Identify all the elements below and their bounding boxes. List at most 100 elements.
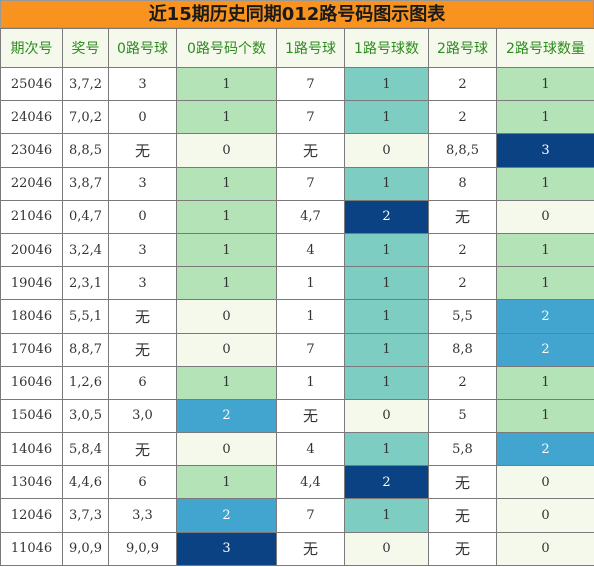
table-row: 21046 0,4,7 0 1 4,7 2 无 0 — [0, 199, 594, 234]
cell-road2-balls: 无 — [428, 531, 497, 566]
cell-road0-balls: 3 — [108, 232, 177, 268]
cell-period: 14046 — [0, 432, 63, 467]
cell-draw: 3,0,5 — [62, 398, 109, 434]
header-period: 期次号 — [0, 28, 63, 68]
cell-road0-count: 1 — [176, 66, 277, 102]
table-row: 17046 8,8,7 无 0 7 1 8,8 2 — [0, 332, 594, 367]
table-row: 22046 3,8,7 3 1 7 1 8 1 — [0, 166, 594, 201]
cell-period: 17046 — [0, 332, 63, 367]
cell-road1-count: 1 — [344, 332, 429, 367]
cell-road1-count: 1 — [344, 432, 429, 467]
header-road2-balls: 2路号球 — [428, 28, 497, 68]
cell-road0-count: 0 — [176, 299, 277, 334]
table-row: 11046 9,0,9 9,0,9 3 无 0 无 0 — [0, 531, 594, 566]
cell-road2-balls: 8,8,5 — [428, 133, 497, 168]
cell-road2-balls: 5 — [428, 398, 497, 434]
cell-road2-count: 1 — [496, 365, 594, 400]
cell-road0-balls: 6 — [108, 365, 177, 400]
cell-road0-count: 0 — [176, 432, 277, 467]
cell-road0-balls: 0 — [108, 199, 177, 234]
cell-road0-balls: 0 — [108, 100, 177, 135]
cell-road0-balls: 无 — [108, 133, 177, 168]
cell-road0-balls: 3,3 — [108, 498, 177, 533]
cell-period: 12046 — [0, 498, 63, 533]
header-row: 期次号 奖号 0路号球 0路号码个数 1路号球 1路号球数 2路号球 2路号球数… — [0, 28, 594, 68]
cell-draw: 3,8,7 — [62, 166, 109, 201]
cell-draw: 3,7,3 — [62, 498, 109, 533]
cell-road1-balls: 1 — [276, 365, 345, 400]
header-road0-balls: 0路号球 — [108, 28, 177, 68]
cell-road1-count: 1 — [344, 232, 429, 268]
header-road1-count: 1路号球数 — [344, 28, 429, 68]
cell-road1-balls: 4,4 — [276, 465, 345, 500]
cell-road0-balls: 无 — [108, 299, 177, 334]
cell-road0-balls: 3 — [108, 166, 177, 201]
cell-road2-count: 3 — [496, 133, 594, 168]
cell-road1-balls: 7 — [276, 332, 345, 367]
cell-road1-balls: 1 — [276, 266, 345, 301]
cell-road2-balls: 2 — [428, 266, 497, 301]
cell-road2-balls: 2 — [428, 365, 497, 400]
cell-period: 24046 — [0, 100, 63, 135]
table-row: 15046 3,0,5 3,0 2 无 0 5 1 — [0, 398, 594, 434]
table-row: 25046 3,7,2 3 1 7 1 2 1 — [0, 66, 594, 102]
table-row: 13046 4,4,6 6 1 4,4 2 无 0 — [0, 465, 594, 500]
cell-road0-count: 0 — [176, 332, 277, 367]
cell-road2-balls: 8,8 — [428, 332, 497, 367]
cell-road2-count: 0 — [496, 531, 594, 566]
table-row: 20046 3,2,4 3 1 4 1 2 1 — [0, 232, 594, 268]
table-row: 23046 8,8,5 无 0 无 0 8,8,5 3 — [0, 133, 594, 168]
cell-draw: 4,4,6 — [62, 465, 109, 500]
cell-draw: 1,2,6 — [62, 365, 109, 400]
cell-draw: 8,8,7 — [62, 332, 109, 367]
cell-road1-count: 0 — [344, 531, 429, 566]
cell-draw: 5,8,4 — [62, 432, 109, 467]
cell-draw: 5,5,1 — [62, 299, 109, 334]
cell-road2-balls: 8 — [428, 166, 497, 201]
cell-road1-balls: 7 — [276, 100, 345, 135]
cell-road1-count: 2 — [344, 199, 429, 234]
cell-road1-balls: 7 — [276, 66, 345, 102]
cell-road2-count: 2 — [496, 332, 594, 367]
cell-road1-balls: 4 — [276, 232, 345, 268]
cell-road0-count: 1 — [176, 100, 277, 135]
cell-road1-count: 1 — [344, 266, 429, 301]
cell-period: 13046 — [0, 465, 63, 500]
cell-road2-balls: 5,8 — [428, 432, 497, 467]
cell-road0-balls: 3 — [108, 266, 177, 301]
cell-road0-balls: 3,0 — [108, 398, 177, 434]
cell-road1-count: 1 — [344, 365, 429, 400]
header-road0-count: 0路号码个数 — [176, 28, 277, 68]
cell-road0-count: 1 — [176, 232, 277, 268]
cell-road1-count: 1 — [344, 100, 429, 135]
cell-period: 18046 — [0, 299, 63, 334]
cell-road2-count: 1 — [496, 398, 594, 434]
cell-period: 23046 — [0, 133, 63, 168]
cell-road1-count: 0 — [344, 398, 429, 434]
cell-road2-count: 2 — [496, 432, 594, 467]
cell-road0-count: 1 — [176, 465, 277, 500]
cell-road0-balls: 无 — [108, 332, 177, 367]
cell-draw: 9,0,9 — [62, 531, 109, 566]
cell-road0-count: 1 — [176, 166, 277, 201]
cell-draw: 2,3,1 — [62, 266, 109, 301]
cell-road2-count: 2 — [496, 299, 594, 334]
cell-road2-count: 0 — [496, 498, 594, 533]
cell-road0-count: 0 — [176, 133, 277, 168]
cell-road2-balls: 2 — [428, 66, 497, 102]
cell-road2-balls: 2 — [428, 100, 497, 135]
cell-road2-count: 1 — [496, 266, 594, 301]
cell-road2-balls: 无 — [428, 465, 497, 500]
cell-road2-count: 1 — [496, 100, 594, 135]
page-title: 近15期历史同期012路号码图示图表 — [0, 0, 594, 28]
cell-road1-count: 2 — [344, 465, 429, 500]
cell-road1-balls: 7 — [276, 166, 345, 201]
table-row: 24046 7,0,2 0 1 7 1 2 1 — [0, 100, 594, 135]
cell-road1-balls: 无 — [276, 531, 345, 566]
cell-road2-balls: 5,5 — [428, 299, 497, 334]
cell-draw: 0,4,7 — [62, 199, 109, 234]
cell-period: 15046 — [0, 398, 63, 434]
header-road1-balls: 1路号球 — [276, 28, 345, 68]
cell-period: 22046 — [0, 166, 63, 201]
